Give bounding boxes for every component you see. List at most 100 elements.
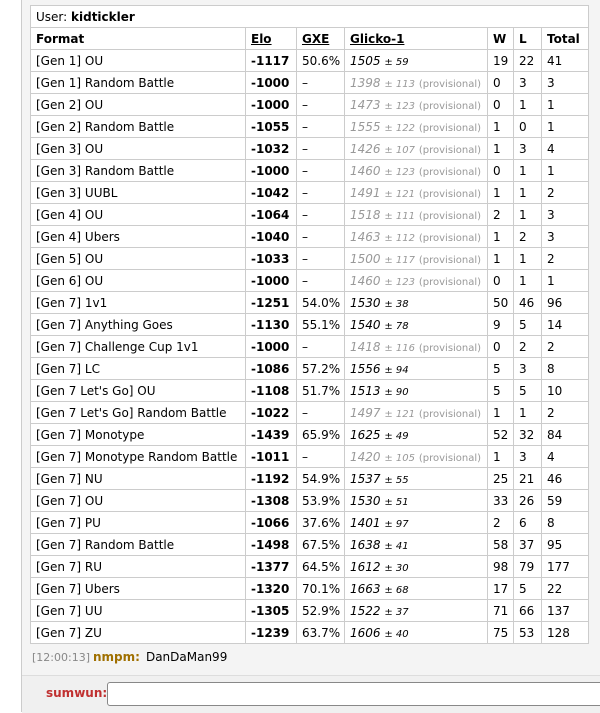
glicko-cell: 1460 ± 123 (provisional) [344, 159, 488, 182]
deviation: ± 123 [384, 100, 416, 112]
w-cell: 58 [487, 533, 514, 556]
table-row: [Gen 4] Ubers -1040–1463 ± 112 (provision… [30, 225, 589, 248]
header-label: Format [36, 31, 85, 46]
deviation: ± 68 [384, 584, 409, 596]
input-user[interactable]: sumwun: [46, 686, 108, 700]
chat-message: DanDaMan99 [145, 650, 228, 664]
l-cell: 21 [513, 467, 542, 490]
l-cell: 3 [513, 445, 542, 468]
deviation: ± 51 [384, 496, 409, 508]
table-row: [Gen 3] Random Battle -1000–1460 ± 123 (p… [30, 159, 589, 182]
l-cell: 6 [513, 511, 542, 534]
l-cell: 5 [513, 379, 542, 402]
elo-cell: -1130 [245, 313, 297, 336]
table-row: [Gen 7] Monotype -1439 65.9% 1625 ± 49 52 32 8… [30, 423, 589, 446]
gxe-cell: – [296, 115, 345, 138]
format-cell: [Gen 1] OU [30, 49, 246, 72]
format-cell: [Gen 7] NU [30, 467, 246, 490]
header-label[interactable]: GXE [302, 31, 330, 46]
table-row: [Gen 7 Let's Go] Random Battle -1022–1497… [30, 401, 589, 424]
l-cell: 53 [513, 621, 542, 644]
rating: 1491 [350, 185, 381, 200]
w-cell: 0 [487, 269, 514, 292]
total-cell: 84 [541, 423, 589, 446]
chat-user[interactable]: nmpm: [93, 650, 140, 664]
rating: 1463 [350, 229, 381, 244]
w-cell: 19 [487, 49, 514, 72]
gxe-cell: 37.6% [296, 511, 345, 534]
format-cell: [Gen 2] OU [30, 93, 246, 116]
rating: 1530 [350, 295, 381, 310]
provisional-note: (provisional) [418, 78, 482, 90]
provisional-note: (provisional) [418, 188, 482, 200]
format-cell: [Gen 7] Challenge Cup 1v1 [30, 335, 246, 358]
chat-input[interactable] [107, 682, 600, 706]
gxe-cell: 51.7% [296, 379, 345, 402]
deviation: ± 40 [384, 628, 409, 640]
header-cell: L [513, 27, 542, 50]
w-cell: 98 [487, 555, 514, 578]
w-cell: 1 [487, 137, 514, 160]
gxe-cell: 67.5% [296, 533, 345, 556]
l-cell: 3 [513, 357, 542, 380]
deviation: ± 105 [384, 452, 416, 464]
format-cell: [Gen 7] Monotype Random Battle [30, 445, 246, 468]
glicko-cell: 1420 ± 105 (provisional) [344, 445, 488, 468]
w-cell: 52 [487, 423, 514, 446]
header-label[interactable]: Glicko-1 [350, 31, 405, 46]
l-cell: 1 [513, 269, 542, 292]
table-row: [Gen 7] PU -1066 37.6% 1401 ± 97 2 6 8 [30, 511, 589, 534]
l-cell: 1 [513, 203, 542, 226]
glicko-cell: 1513 ± 90 [344, 379, 488, 402]
glicko-cell: 1497 ± 121 (provisional) [344, 401, 488, 424]
timestamp: [12:00:13] [32, 651, 90, 664]
elo-cell: -1251 [245, 291, 297, 314]
glicko-cell: 1418 ± 116 (provisional) [344, 335, 488, 358]
format-cell: [Gen 2] Random Battle [30, 115, 246, 138]
format-cell: [Gen 7] 1v1 [30, 291, 246, 314]
gxe-cell: 70.1% [296, 577, 345, 600]
format-cell: [Gen 4] OU [30, 203, 246, 226]
deviation: ± 123 [384, 276, 416, 288]
deviation: ± 90 [384, 386, 409, 398]
format-cell: [Gen 3] Random Battle [30, 159, 246, 182]
provisional-note: (provisional) [418, 144, 482, 156]
gxe-cell: 64.5% [296, 555, 345, 578]
total-cell: 95 [541, 533, 589, 556]
glicko-cell: 1491 ± 121 (provisional) [344, 181, 488, 204]
elo-cell: -1239 [245, 621, 297, 644]
table-row: [Gen 5] OU -1033–1500 ± 117 (provisional)… [30, 247, 589, 270]
gxe-cell: 52.9% [296, 599, 345, 622]
glicko-cell: 1398 ± 113 (provisional) [344, 71, 488, 94]
w-cell: 33 [487, 489, 514, 512]
deviation: ± 49 [384, 430, 409, 442]
elo-cell: -1000 [245, 269, 297, 292]
provisional-note: (provisional) [418, 100, 482, 112]
l-cell: 0 [513, 115, 542, 138]
total-cell: 96 [541, 291, 589, 314]
format-cell: [Gen 7 Let's Go] Random Battle [30, 401, 246, 424]
rating: 1556 [350, 361, 381, 376]
rating: 1505 [350, 53, 381, 68]
gxe-cell: 50.6% [296, 49, 345, 72]
table-row: [Gen 7] LC -1086 57.2% 1556 ± 94 5 3 8 [30, 357, 589, 380]
l-cell: 26 [513, 489, 542, 512]
table-row: [Gen 7] Monotype Random Battle -1011–1420… [30, 445, 589, 468]
table-row: [Gen 7] UU -1305 52.9% 1522 ± 37 71 66 137 [30, 599, 589, 622]
input-bar: sumwun: [22, 675, 600, 713]
username: kidtickler [71, 9, 135, 24]
l-cell: 22 [513, 49, 542, 72]
rating: 1540 [350, 317, 381, 332]
deviation: ± 112 [384, 232, 416, 244]
header-label[interactable]: Elo [251, 31, 272, 46]
glicko-cell: 1638 ± 41 [344, 533, 488, 556]
total-cell: 2 [541, 401, 589, 424]
total-cell: 10 [541, 379, 589, 402]
elo-cell: -1377 [245, 555, 297, 578]
format-cell: [Gen 3] UUBL [30, 181, 246, 204]
gxe-cell: – [296, 181, 345, 204]
provisional-note: (provisional) [418, 408, 482, 420]
elo-cell: -1011 [245, 445, 297, 468]
rating: 1398 [350, 75, 381, 90]
